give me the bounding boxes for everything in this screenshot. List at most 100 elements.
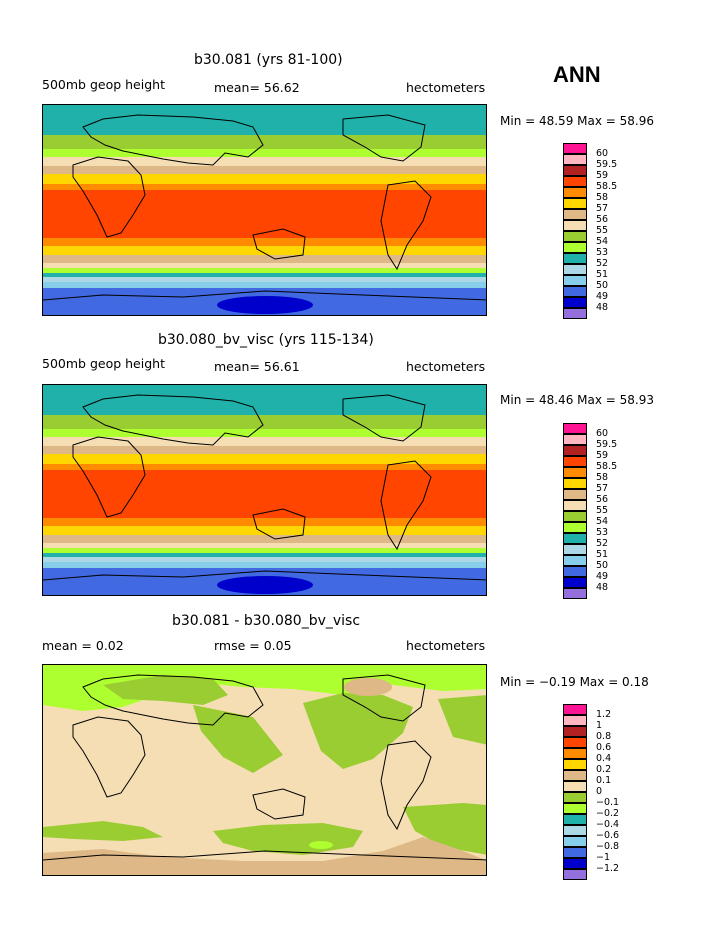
legend-swatch bbox=[563, 445, 587, 456]
legend-label: 59.5 bbox=[596, 439, 618, 450]
legend-swatch bbox=[563, 748, 587, 759]
legend-label: 48 bbox=[596, 302, 609, 313]
legend-label: 60 bbox=[596, 148, 609, 159]
legend-label: 59 bbox=[596, 170, 609, 181]
panel-1-legend: 60 59.5 59 58.5 58 57 56 55 54 53 52 51 50 49 48 bbox=[563, 143, 653, 319]
legend-label: 0.1 bbox=[596, 775, 612, 786]
legend-swatch bbox=[563, 781, 587, 792]
legend-label: 1 bbox=[596, 720, 603, 731]
panel-3-rmse: rmse = 0.05 bbox=[214, 638, 292, 653]
legend-label: 58.5 bbox=[596, 181, 618, 192]
legend-label: 59 bbox=[596, 450, 609, 461]
legend-swatch bbox=[563, 770, 587, 781]
legend-swatch bbox=[563, 555, 587, 566]
panel-1-units: hectometers bbox=[406, 80, 486, 95]
legend-swatch bbox=[563, 544, 587, 555]
legend-swatch bbox=[563, 566, 587, 577]
legend-label: 58.5 bbox=[596, 461, 618, 472]
legend-label: 54 bbox=[596, 236, 609, 247]
legend-label: 60 bbox=[596, 428, 609, 439]
legend-swatch bbox=[563, 143, 587, 154]
panel-3-mean: mean = 0.02 bbox=[42, 638, 124, 653]
panel-3-legend: 1.2 1 0.8 0.6 0.4 0.2 0.1 0 −0.1 −0.2 −0.4 −0.6 −0.8… bbox=[563, 704, 653, 880]
legend-swatch bbox=[563, 825, 587, 836]
legend-swatch bbox=[563, 253, 587, 264]
legend-label: 50 bbox=[596, 560, 609, 571]
legend-swatch bbox=[563, 478, 587, 489]
legend-label: 0.4 bbox=[596, 753, 612, 764]
legend-swatch bbox=[563, 726, 587, 737]
legend-label: −1 bbox=[596, 852, 611, 863]
panel-3-title: b30.081 - b30.080_bv_visc bbox=[172, 613, 361, 629]
legend-label: 49 bbox=[596, 571, 609, 582]
legend-label: 53 bbox=[596, 247, 609, 258]
legend-swatch bbox=[563, 704, 587, 715]
legend-swatch bbox=[563, 836, 587, 847]
legend-swatch bbox=[563, 467, 587, 478]
legend-label: 55 bbox=[596, 505, 609, 516]
legend-label: 0.2 bbox=[596, 764, 612, 775]
legend-label: 51 bbox=[596, 269, 609, 280]
legend-swatch bbox=[563, 489, 587, 500]
panel-2-field-label: 500mb geop height bbox=[42, 356, 165, 371]
panel-2-title: b30.080_bv_visc (yrs 115-134) bbox=[158, 332, 374, 348]
legend-label: 51 bbox=[596, 549, 609, 560]
legend-swatch bbox=[563, 814, 587, 825]
legend-swatch bbox=[563, 187, 587, 198]
legend-label: 56 bbox=[596, 214, 609, 225]
legend-label: 52 bbox=[596, 538, 609, 549]
legend-label: 57 bbox=[596, 483, 609, 494]
panel-2-minmax: Min = 48.46 Max = 58.93 bbox=[500, 393, 654, 407]
panel-1-minmax: Min = 48.59 Max = 58.96 bbox=[500, 114, 654, 128]
legend-swatch bbox=[563, 434, 587, 445]
legend-label: 50 bbox=[596, 280, 609, 291]
legend-label: 49 bbox=[596, 291, 609, 302]
legend-swatch bbox=[563, 792, 587, 803]
legend-swatch bbox=[563, 511, 587, 522]
legend-swatch bbox=[563, 500, 587, 511]
legend-label: 52 bbox=[596, 258, 609, 269]
legend-swatch bbox=[563, 577, 587, 588]
legend-swatch bbox=[563, 858, 587, 869]
legend-label: 0.8 bbox=[596, 731, 612, 742]
legend-label: 48 bbox=[596, 582, 609, 593]
legend-swatch bbox=[563, 423, 587, 434]
legend-swatch bbox=[563, 220, 587, 231]
panel-3-minmax: Min = −0.19 Max = 0.18 bbox=[500, 675, 649, 689]
legend-swatch bbox=[563, 154, 587, 165]
legend-swatch bbox=[563, 297, 587, 308]
panel-3-units: hectometers bbox=[406, 638, 486, 653]
legend-swatch bbox=[563, 869, 587, 880]
legend-swatch bbox=[563, 242, 587, 253]
legend-swatch bbox=[563, 231, 587, 242]
legend-label: 53 bbox=[596, 527, 609, 538]
legend-swatch bbox=[563, 308, 587, 319]
legend-label: −0.1 bbox=[596, 797, 620, 808]
legend-label: 57 bbox=[596, 203, 609, 214]
legend-label: 0.6 bbox=[596, 742, 612, 753]
panel-2-legend: 60 59.5 59 58.5 58 57 56 55 54 53 52 51 50 49 48 bbox=[563, 423, 653, 599]
legend-label: 58 bbox=[596, 192, 609, 203]
legend-swatch bbox=[563, 209, 587, 220]
panel-2-mean: mean= 56.61 bbox=[214, 359, 300, 374]
legend-swatch bbox=[563, 588, 587, 599]
legend-swatch bbox=[563, 737, 587, 748]
legend-label: −0.4 bbox=[596, 819, 620, 830]
panel-3-map bbox=[42, 664, 487, 876]
legend-swatch bbox=[563, 264, 587, 275]
legend-swatch bbox=[563, 176, 587, 187]
legend-swatch bbox=[563, 533, 587, 544]
legend-label: −1.2 bbox=[596, 863, 620, 874]
legend-swatch bbox=[563, 456, 587, 467]
panel-1-map bbox=[42, 104, 487, 316]
legend-label: 0 bbox=[596, 786, 603, 797]
legend-label: −0.8 bbox=[596, 841, 620, 852]
panel-1-title: b30.081 (yrs 81-100) bbox=[194, 52, 343, 68]
legend-swatch bbox=[563, 522, 587, 533]
panel-2-units: hectometers bbox=[406, 359, 486, 374]
panel-1-mean: mean= 56.62 bbox=[214, 80, 300, 95]
legend-swatch bbox=[563, 275, 587, 286]
legend-label: 54 bbox=[596, 516, 609, 527]
legend-label: −0.6 bbox=[596, 830, 620, 841]
legend-label: 58 bbox=[596, 472, 609, 483]
